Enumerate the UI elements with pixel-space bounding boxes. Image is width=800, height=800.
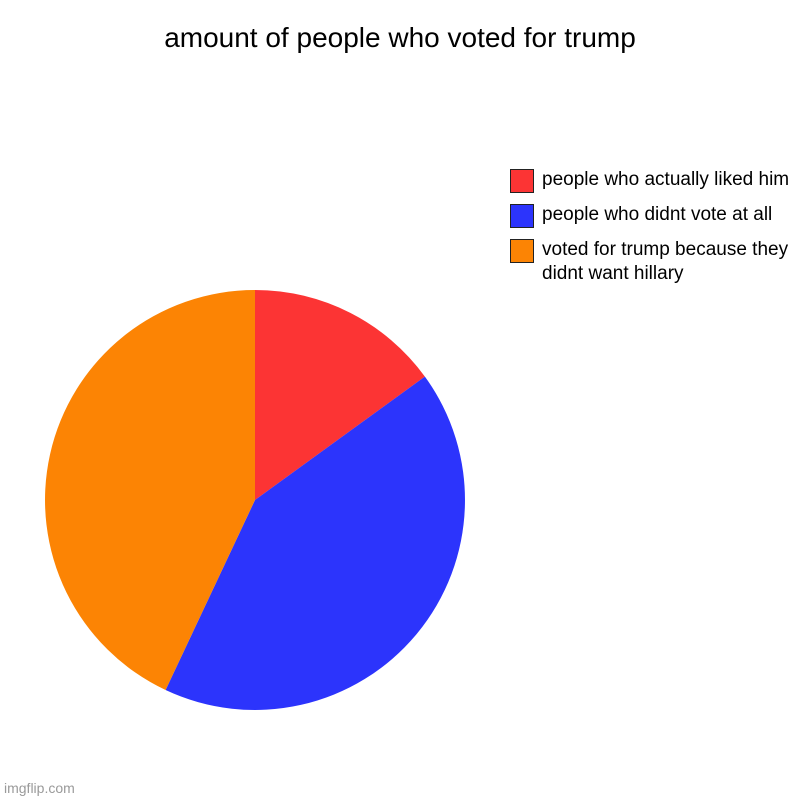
legend-swatch-icon	[510, 239, 534, 263]
legend-swatch-icon	[510, 169, 534, 193]
legend-item: voted for trump because they didnt want …	[510, 238, 800, 286]
legend-item: people who didnt vote at all	[510, 203, 800, 228]
pie-svg	[0, 0, 800, 800]
legend-label: people who didnt vote at all	[542, 203, 772, 227]
legend-swatch-icon	[510, 204, 534, 228]
legend-label: people who actually liked him	[542, 168, 789, 192]
pie-chart	[0, 0, 800, 800]
legend-item: people who actually liked him	[510, 168, 800, 193]
legend: people who actually liked him people who…	[510, 168, 800, 296]
legend-label: voted for trump because they didnt want …	[542, 238, 800, 286]
watermark: imgflip.com	[4, 780, 75, 796]
